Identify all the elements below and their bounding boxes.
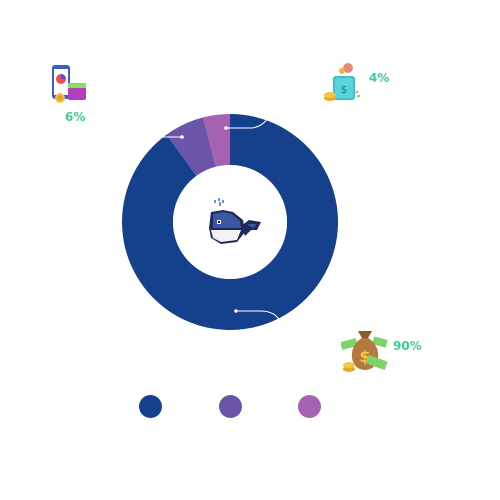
slice-6[interactable] (166, 117, 216, 176)
whale-icon (209, 198, 261, 244)
leader-line-90 (236, 310, 281, 323)
label-6: 6% (65, 110, 86, 124)
leader-line-90-dot (234, 309, 238, 313)
money-bag-icon: $ (340, 328, 389, 374)
label-90: 90% (393, 339, 422, 353)
leader-line-4 (226, 116, 269, 129)
legend-dot-series-3[interactable] (298, 395, 321, 418)
slice-90[interactable] (121, 114, 338, 330)
legend-dot-series-2[interactable] (219, 395, 242, 418)
donut-slices (121, 114, 338, 330)
leader-line-6-dot (180, 135, 184, 139)
leader-lines (160, 116, 281, 323)
legend-dot-series-1[interactable] (139, 395, 162, 418)
phone-wallet-icon (50, 64, 88, 104)
svg-text:$: $ (359, 347, 370, 366)
piggy-bank-icon: $ (322, 60, 362, 104)
leader-line-4-dot (224, 126, 228, 130)
label-4: 4% (369, 71, 390, 85)
svg-text:$: $ (341, 83, 348, 96)
slice-4[interactable] (203, 114, 230, 167)
